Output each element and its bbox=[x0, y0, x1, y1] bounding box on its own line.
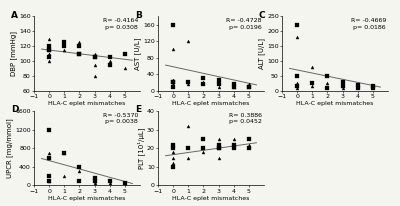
Text: R= -0.4728
p= 0.0196: R= -0.4728 p= 0.0196 bbox=[226, 18, 262, 30]
Text: R= -0.5370
p= 0.0038: R= -0.5370 p= 0.0038 bbox=[102, 113, 138, 124]
Y-axis label: ALT [U/L]: ALT [U/L] bbox=[258, 38, 265, 69]
Y-axis label: DBP [mmHg]: DBP [mmHg] bbox=[10, 31, 17, 76]
Y-axis label: PLT [10¹/μL]: PLT [10¹/μL] bbox=[137, 128, 145, 169]
Text: A: A bbox=[11, 11, 18, 20]
X-axis label: HLA-C eplet mismatches: HLA-C eplet mismatches bbox=[172, 101, 250, 106]
Text: R= -0.4164
p= 0.0308: R= -0.4164 p= 0.0308 bbox=[102, 18, 138, 30]
X-axis label: HLA-C eplet mismatches: HLA-C eplet mismatches bbox=[172, 196, 250, 201]
Text: B: B bbox=[135, 11, 142, 20]
Text: D: D bbox=[11, 105, 18, 114]
X-axis label: HLA-C eplet mismatches: HLA-C eplet mismatches bbox=[48, 101, 126, 106]
Y-axis label: AST [U/L]: AST [U/L] bbox=[134, 37, 141, 70]
X-axis label: HLA-C eplet mismatches: HLA-C eplet mismatches bbox=[48, 196, 126, 201]
Text: C: C bbox=[259, 11, 265, 20]
X-axis label: HLA-C eplet mismatches: HLA-C eplet mismatches bbox=[296, 101, 374, 106]
Text: E: E bbox=[135, 105, 141, 114]
Text: R= 0.3886
p= 0.0452: R= 0.3886 p= 0.0452 bbox=[229, 113, 262, 124]
Y-axis label: UPCR [mg/mmol]: UPCR [mg/mmol] bbox=[6, 118, 13, 178]
Text: R= -0.4669
p= 0.0186: R= -0.4669 p= 0.0186 bbox=[350, 18, 386, 30]
